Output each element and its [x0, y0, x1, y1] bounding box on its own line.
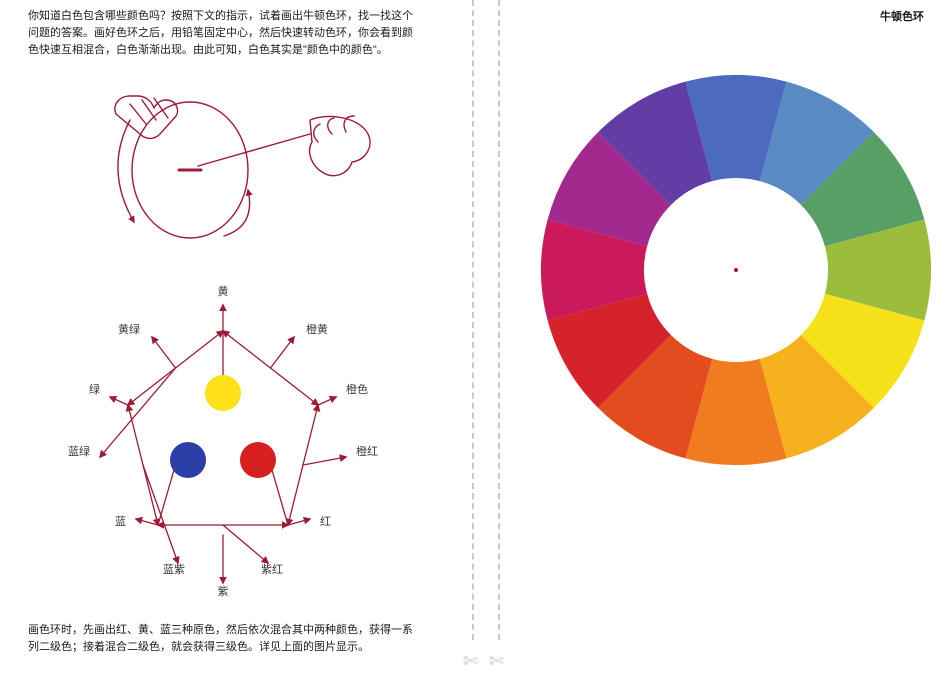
mix-label: 绿	[89, 382, 100, 396]
mix-label: 红	[320, 515, 331, 528]
intro-text: 你知道白色包含哪些颜色吗？按照下文的指示，试着画出牛顿色环，找一找这个问题的答案…	[28, 8, 418, 59]
wheel-center-dot	[734, 268, 738, 272]
mix-label: 黄	[218, 284, 229, 298]
mix-label: 黄绿	[118, 322, 140, 336]
footnote-text: 画色环时，先画出红、黄、蓝三种原色，然后依次混合其中两种颜色，获得一系列二级色；…	[28, 622, 418, 656]
mix-label: 蓝绿	[68, 444, 90, 458]
hands-illustration	[60, 90, 390, 265]
scissors-icon: ✄	[463, 651, 478, 672]
dash-line	[472, 0, 474, 640]
mix-label: 橙黄	[306, 322, 328, 336]
right-page: 牛顿色环	[486, 0, 946, 678]
color-mix-diagram: 黄橙黄橙色橙红红紫红紫 蓝紫 蓝 蓝绿 绿 黄绿	[58, 275, 388, 620]
mix-label: 紫	[218, 585, 229, 598]
mix-label: 紫红	[261, 563, 283, 576]
color-wheel	[536, 70, 936, 475]
cut-line-left: ✄	[460, 0, 486, 678]
page-root: 你知道白色包含哪些颜色吗？按照下文的指示，试着画出牛顿色环，找一找这个问题的答案…	[0, 0, 946, 678]
mix-label: 蓝紫	[163, 563, 185, 576]
primary-color-circle	[170, 442, 206, 478]
page-title: 牛顿色环	[880, 8, 924, 24]
left-page: 你知道白色包含哪些颜色吗？按照下文的指示，试着画出牛顿色环，找一找这个问题的答案…	[0, 0, 460, 678]
mix-label: 蓝	[115, 515, 126, 528]
primary-color-circle	[205, 375, 241, 411]
mix-label: 橙色	[346, 382, 368, 396]
primary-color-circle	[240, 442, 276, 478]
mix-label: 橙红	[356, 444, 378, 458]
